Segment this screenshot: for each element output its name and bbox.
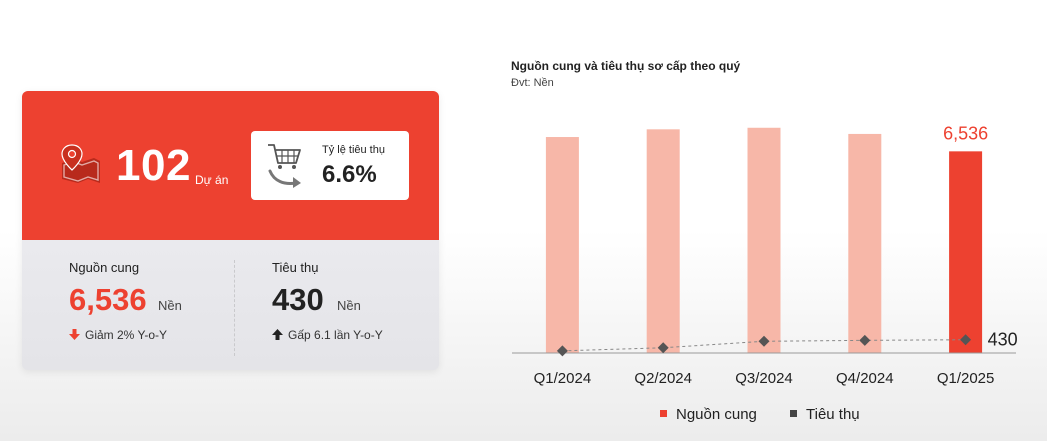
bar-q1-2025 (949, 151, 983, 353)
chart-title: Nguồn cung và tiêu thụ sơ cấp theo quý (511, 59, 741, 73)
consumption-marker-q1-2025 (960, 334, 972, 346)
legend-item-consumption: Tiêu thụ (790, 406, 860, 423)
x-tick-label: Q1/2025 (937, 370, 995, 387)
data-label-consumption: 430 (988, 330, 1018, 350)
supply-unit: Nền (158, 298, 182, 313)
shopping-cart-icon (268, 144, 301, 188)
consumption-marker-q4-2024 (859, 334, 871, 346)
map-pin-icon (61, 144, 100, 183)
bar-q4-2024 (848, 133, 882, 353)
consumption-label: Tiêu thụ (272, 260, 319, 275)
x-tick-label: Q1/2024 (534, 370, 592, 387)
projects-count: 102 (116, 141, 191, 190)
arrow-down-icon (69, 329, 80, 340)
supply-label: Nguồn cung (69, 260, 140, 275)
summary-card-header: 102 Dự án Tỷ lệ tiêu thụ 6.6% (22, 91, 439, 240)
data-label-supply: 6,536 (943, 123, 988, 143)
legend-swatch-supply (660, 409, 667, 417)
legend-swatch-consumption (790, 409, 797, 417)
x-tick-label: Q4/2024 (836, 370, 894, 387)
bar-q2-2024 (646, 129, 680, 353)
summary-card: 102 Dự án Tỷ lệ tiêu thụ 6.6% Nguồn cung… (22, 91, 439, 370)
bar-q3-2024 (747, 127, 781, 353)
legend-label-consumption: Tiêu thụ (806, 406, 860, 423)
consumption-marker-q2-2024 (657, 342, 669, 354)
consumption-change-note: Gấp 6.1 lần Y-o-Y (288, 328, 383, 342)
consumption-rate-box: Tỷ lệ tiêu thụ 6.6% (251, 131, 409, 200)
supply-value: 6,536 (69, 282, 147, 317)
consumption-line (562, 339, 966, 352)
arrow-up-icon (272, 329, 283, 340)
x-tick-label: Q2/2024 (634, 370, 692, 387)
consumption-rate-value: 6.6% (322, 161, 377, 188)
summary-card-stats: Nguồn cung 6,536 Nền Giảm 2% Y-o-Y Tiêu … (22, 240, 439, 370)
stats-divider (234, 260, 235, 356)
consumption-marker-q1-2024 (556, 345, 568, 357)
legend-label-supply: Nguồn cung (676, 406, 757, 423)
consumption-unit: Nền (337, 298, 361, 313)
supply-change-note: Giảm 2% Y-o-Y (85, 328, 168, 342)
legend-item-supply: Nguồn cung (660, 406, 757, 423)
projects-unit: Dự án (195, 173, 229, 187)
chart-unit-label: Đvt: Nền (511, 77, 554, 89)
consumption-marker-q3-2024 (758, 335, 770, 347)
consumption-rate-label: Tỷ lệ tiêu thụ (322, 144, 385, 156)
x-tick-label: Q3/2024 (735, 370, 793, 387)
bar-q1-2024 (545, 137, 579, 353)
consumption-value: 430 (272, 282, 324, 317)
